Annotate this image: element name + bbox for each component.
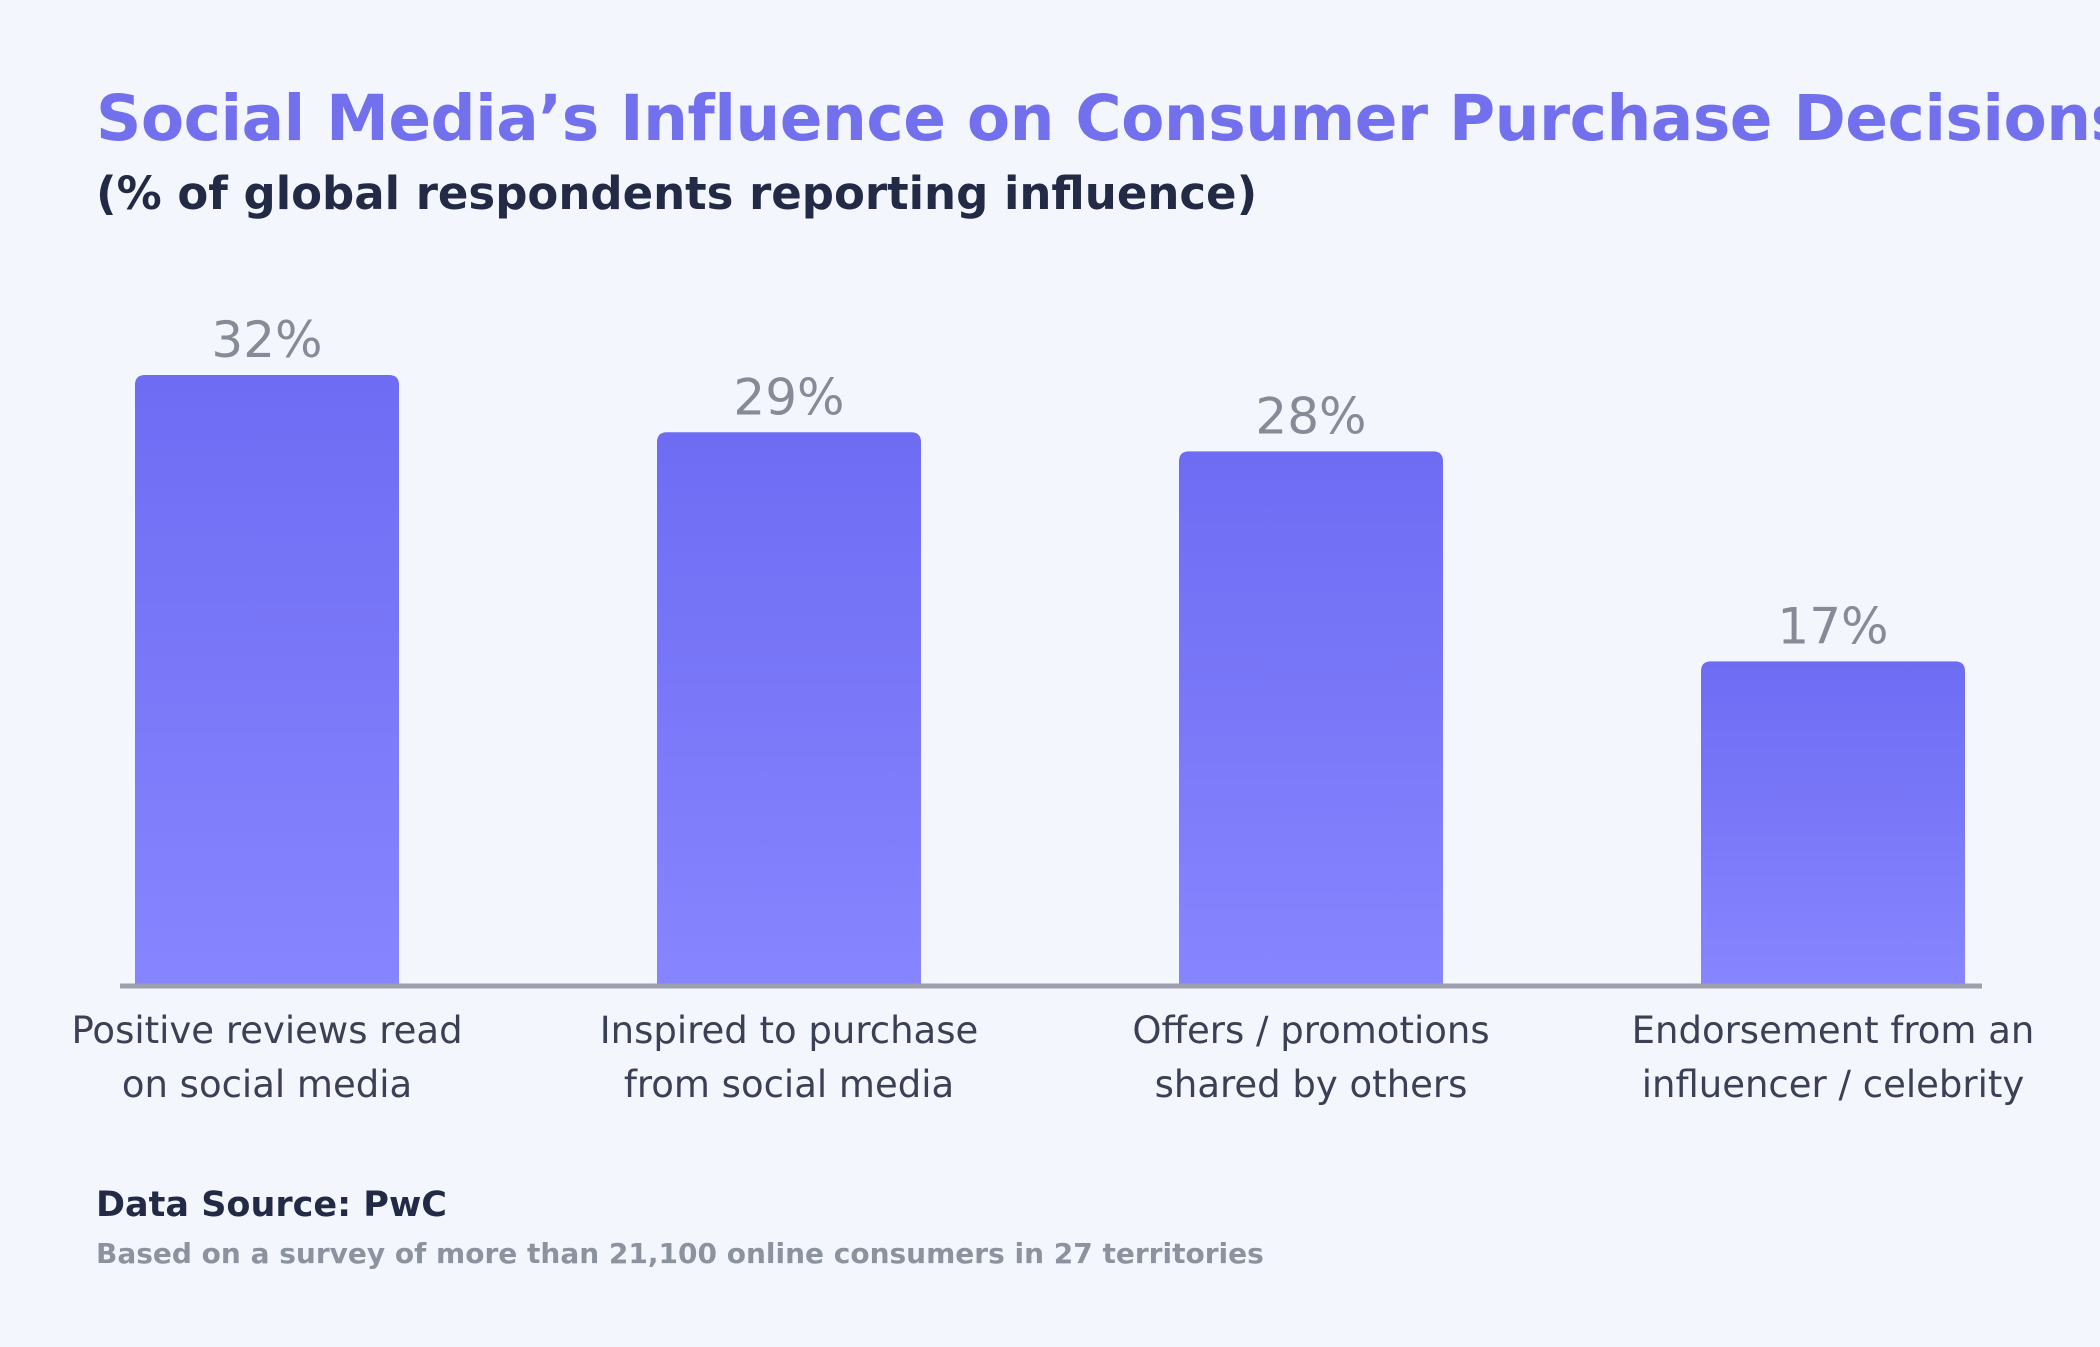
bar-value-label: 17% — [1777, 597, 1888, 655]
bars-layer — [135, 375, 1965, 986]
bar — [657, 432, 921, 986]
category-label: Inspired to purchase — [600, 1009, 979, 1052]
data-source: Data Source: PwC — [96, 1185, 447, 1225]
bar-value-label: 32% — [211, 311, 322, 369]
category-label: influencer / celebrity — [1642, 1063, 2025, 1106]
bar — [1701, 661, 1965, 986]
bar — [1179, 451, 1443, 986]
category-label: Positive reviews read — [71, 1009, 462, 1052]
chart-subtitle: (% of global respondents reporting influ… — [96, 167, 1258, 220]
category-label: from social media — [624, 1063, 954, 1106]
bar-value-label: 29% — [733, 368, 844, 426]
bar-value-label: 28% — [1255, 387, 1366, 445]
value-labels-layer: 32% 29% 28% 17% — [211, 311, 1888, 655]
chart-title: Social Media’s Influence on Consumer Pur… — [96, 82, 2100, 155]
category-label: Offers / promotions — [1132, 1009, 1489, 1052]
category-label: shared by others — [1155, 1063, 1468, 1106]
bar — [135, 375, 399, 986]
category-label: on social media — [122, 1063, 412, 1106]
category-label: Endorsement from an — [1632, 1009, 2035, 1052]
survey-note: Based on a survey of more than 21,100 on… — [96, 1237, 1264, 1270]
category-labels-layer: Positive reviews read on social media Insp… — [71, 1009, 2034, 1106]
